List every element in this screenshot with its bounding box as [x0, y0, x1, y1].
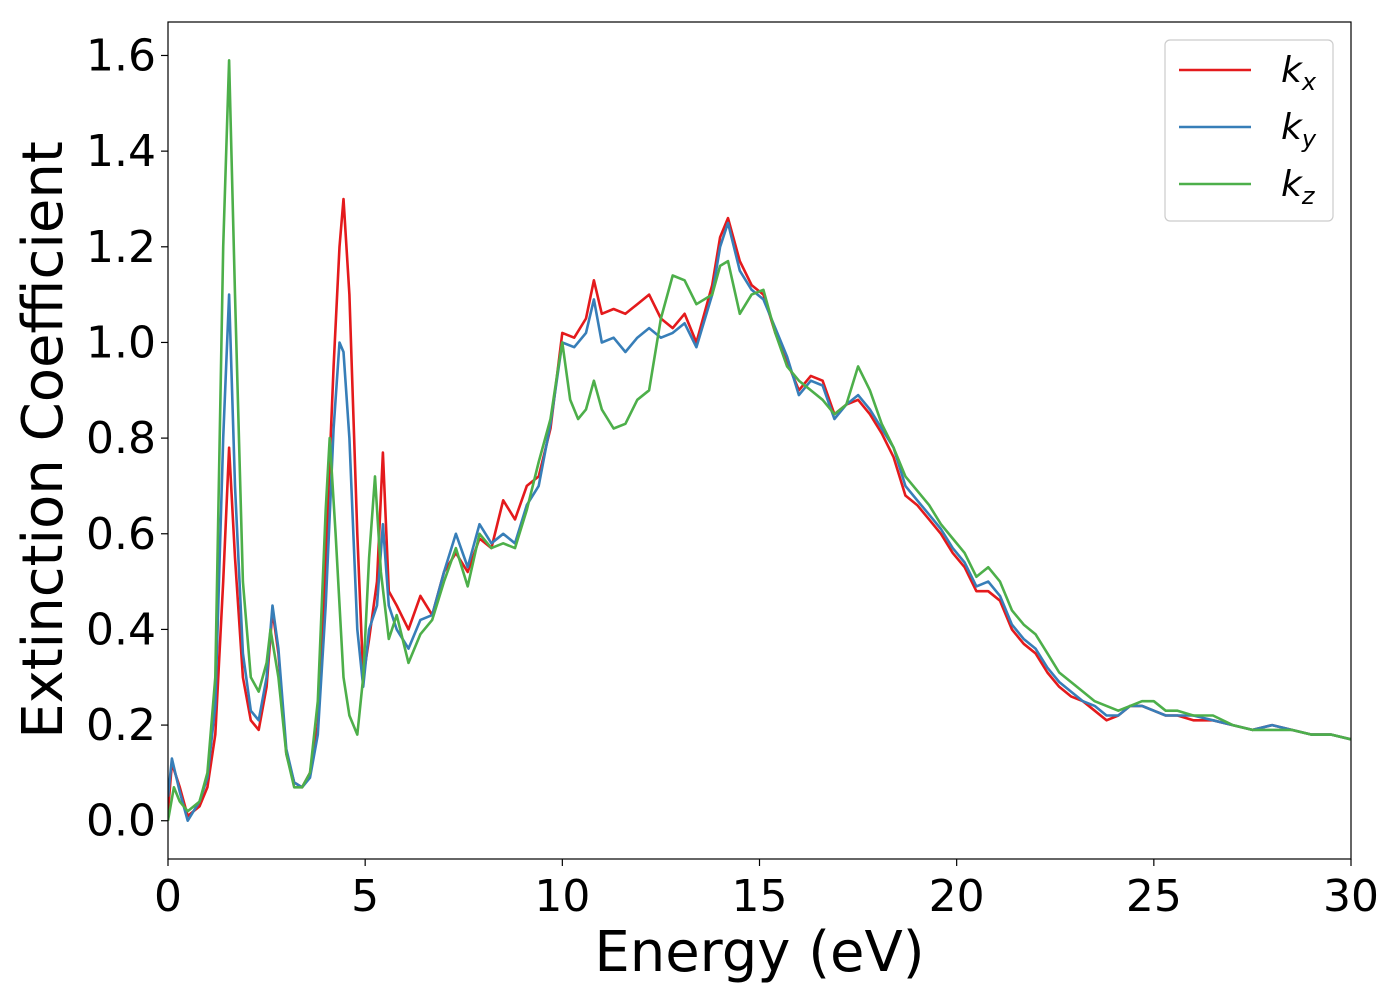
x-axis-label: Energy (eV)	[594, 920, 924, 985]
x-tick-label: 0	[154, 871, 182, 922]
y-tick-label: 0.4	[86, 604, 156, 655]
legend-box	[1164, 39, 1334, 222]
legend-label-kz: kz	[1281, 164, 1316, 210]
x-tick-label: 15	[732, 871, 788, 922]
series-line-kz	[168, 59, 1351, 821]
x-tick-label: 25	[1126, 871, 1182, 922]
y-tick-label: 1.2	[86, 222, 156, 273]
y-tick-label: 1.4	[86, 126, 156, 177]
x-tick-label: 5	[351, 871, 379, 922]
y-ticks: 0.0 0.2 0.4 0.6 0.8 1.0 1.2 1.4 1.6	[86, 30, 168, 847]
legend-label-ky: ky	[1281, 107, 1317, 153]
x-tick-label: 30	[1323, 871, 1379, 922]
y-tick-label: 0.2	[86, 700, 156, 751]
y-axis-label: Extinction Coefficient	[11, 141, 76, 739]
y-tick-label: 0.8	[86, 413, 156, 464]
x-ticks: 0 5 10 15 20 25 30	[154, 859, 1379, 922]
y-tick-label: 0.0	[86, 796, 156, 847]
series-layer	[168, 59, 1351, 822]
y-tick-label: 0.6	[86, 509, 156, 560]
x-tick-label: 10	[534, 871, 590, 922]
legend: kx ky kz	[1164, 39, 1334, 222]
y-tick-label: 1.0	[86, 317, 156, 368]
x-tick-label: 20	[929, 871, 985, 922]
legend-label-kx: kx	[1281, 50, 1317, 96]
y-tick-label: 1.6	[86, 30, 156, 81]
